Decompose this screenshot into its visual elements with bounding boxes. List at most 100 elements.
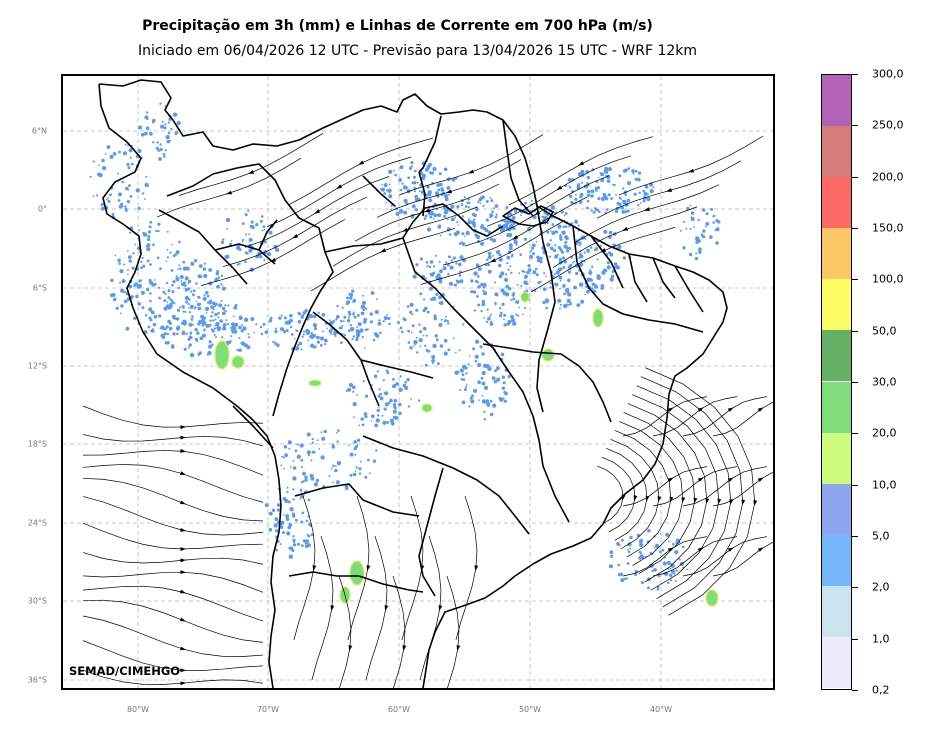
precip-dot <box>479 202 482 205</box>
streamline <box>82 585 264 622</box>
streamline-arrow <box>292 234 299 239</box>
precip-dot <box>337 429 340 432</box>
precip-dot <box>671 569 675 574</box>
precip-dot <box>517 314 520 317</box>
precip-dot <box>476 295 479 298</box>
precip-dot <box>444 197 449 202</box>
streamline <box>619 421 684 566</box>
precip-dot <box>425 334 428 337</box>
precip-dot <box>558 275 563 280</box>
precip-dot <box>148 225 152 229</box>
precip-dot <box>392 378 395 381</box>
precip-dot <box>714 228 718 232</box>
precip-dot <box>153 316 155 318</box>
precip-dot <box>434 334 438 338</box>
precip-dot <box>375 449 378 452</box>
precip-dot <box>447 273 450 276</box>
precip-dot <box>164 293 167 296</box>
precip-dot <box>289 546 294 551</box>
precip-dot <box>569 263 573 267</box>
streamline-arrow <box>180 435 187 440</box>
heavy-precip-cell <box>421 403 433 413</box>
precip-dot <box>586 289 590 294</box>
heavy-precip-cell <box>520 291 530 303</box>
precip-dot <box>354 470 357 472</box>
colorbar-label: 5,0 <box>872 529 890 543</box>
precip-dot <box>260 215 264 218</box>
precip-dot <box>482 283 487 287</box>
precip-dot <box>686 568 689 571</box>
precip-dot <box>382 379 385 382</box>
precip-dot <box>225 310 228 313</box>
precip-dot <box>190 261 195 266</box>
streamline-arrow <box>643 207 651 211</box>
precip-dot <box>549 286 552 289</box>
precip-dot <box>515 300 520 304</box>
precip-dot <box>557 298 562 303</box>
precip-dot <box>383 192 387 195</box>
precip-dot <box>148 278 152 282</box>
precip-dot <box>178 240 181 244</box>
precip-dot <box>425 261 429 264</box>
precip-dot <box>474 272 477 275</box>
precip-dot <box>197 274 202 279</box>
lat-tick-label: 0° <box>37 204 47 214</box>
precip-dot <box>616 542 620 546</box>
colorbar-label: 2,0 <box>872 580 890 594</box>
precip-dot <box>112 297 117 302</box>
precip-dot <box>588 251 590 254</box>
precip-dot <box>220 274 224 278</box>
precip-dot <box>646 193 649 196</box>
precip-dot <box>144 115 149 120</box>
precip-dot <box>135 294 139 299</box>
precip-dot <box>177 268 179 270</box>
precip-dot <box>349 296 353 300</box>
precip-dot <box>285 329 289 333</box>
precip-dot <box>130 255 132 258</box>
precip-dot <box>399 188 403 192</box>
precip-dot <box>573 260 576 263</box>
precip-dot <box>386 313 389 316</box>
precip-dot <box>243 317 249 322</box>
precip-dot <box>504 391 508 396</box>
lat-tick-label: 6°N <box>31 126 47 136</box>
precip-dot <box>510 315 515 319</box>
precip-dot <box>695 252 698 255</box>
precip-dot <box>545 306 548 310</box>
precip-dot <box>283 330 287 334</box>
precip-dot <box>461 232 465 236</box>
precip-dot <box>683 220 686 223</box>
precip-dot <box>467 198 471 201</box>
precip-dot <box>386 189 389 192</box>
precip-dot <box>320 455 325 460</box>
precip-dot <box>503 318 505 321</box>
precip-dot <box>195 300 198 303</box>
precip-dot <box>424 363 428 367</box>
precip-dot <box>128 284 133 289</box>
precip-dot <box>583 251 586 254</box>
precip-dot <box>520 214 522 217</box>
precip-dot <box>317 311 320 314</box>
precip-dot <box>546 230 550 234</box>
streamline-arrow <box>225 190 232 195</box>
precip-dot <box>314 324 317 327</box>
precip-dot <box>629 535 633 540</box>
precip-dot <box>502 381 506 385</box>
lon-tick-label: 40°W <box>649 705 673 714</box>
precip-dot <box>204 306 210 312</box>
precip-dot <box>662 561 667 566</box>
precip-dot <box>218 303 223 308</box>
precip-dot <box>101 158 105 163</box>
precip-dot <box>637 204 640 207</box>
precip-dot <box>109 193 112 197</box>
streamline-arrow <box>741 499 746 506</box>
precip-dot <box>300 520 304 524</box>
streamline <box>365 535 388 681</box>
precip-dot <box>250 220 254 224</box>
precip-dot <box>397 321 400 324</box>
precip-dot <box>157 149 160 152</box>
streamline-arrow <box>366 565 371 572</box>
precip-dot <box>110 293 114 298</box>
precip-dot <box>586 193 591 198</box>
precip-dot <box>367 458 370 462</box>
